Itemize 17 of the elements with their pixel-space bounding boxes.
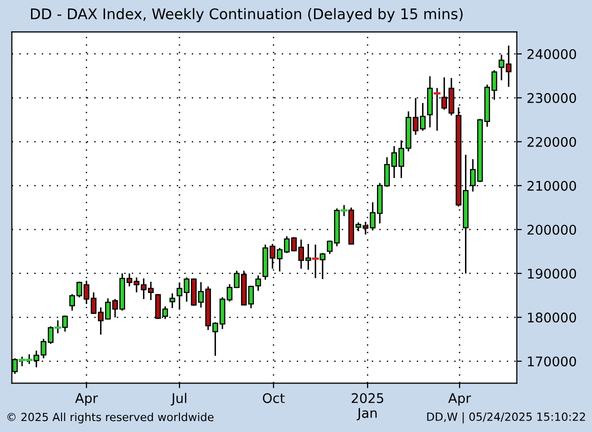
y-tick-label: 170000 bbox=[528, 356, 576, 366]
y-tick-label: 240000 bbox=[528, 49, 576, 60]
y-tick-label: 220000 bbox=[528, 136, 576, 147]
y-tick-label: 180000 bbox=[528, 312, 576, 323]
text: © 2025 All rights reserved worldwide bbox=[7, 412, 214, 424]
x-tick-label: Apr bbox=[448, 393, 471, 406]
x-tick-label: 2025 Jan bbox=[352, 393, 384, 420]
y-tick-label: 200000 bbox=[528, 224, 576, 235]
x-tick-label: Apr bbox=[75, 393, 98, 406]
y-tick-label: 230000 bbox=[528, 93, 576, 104]
text: DD,W | 05/24/2025 15:10:22 bbox=[427, 412, 585, 424]
chart-title: DD - DAX Index, Weekly Continuation (Delayed by 15 mins) bbox=[31, 8, 463, 22]
y-tick-label: 190000 bbox=[528, 268, 576, 279]
y-tick-label: 210000 bbox=[528, 180, 576, 191]
candlestick bbox=[169, 292, 176, 309]
x-tick-label: Oct bbox=[262, 393, 285, 404]
x-tick-label: Jul bbox=[170, 392, 186, 406]
